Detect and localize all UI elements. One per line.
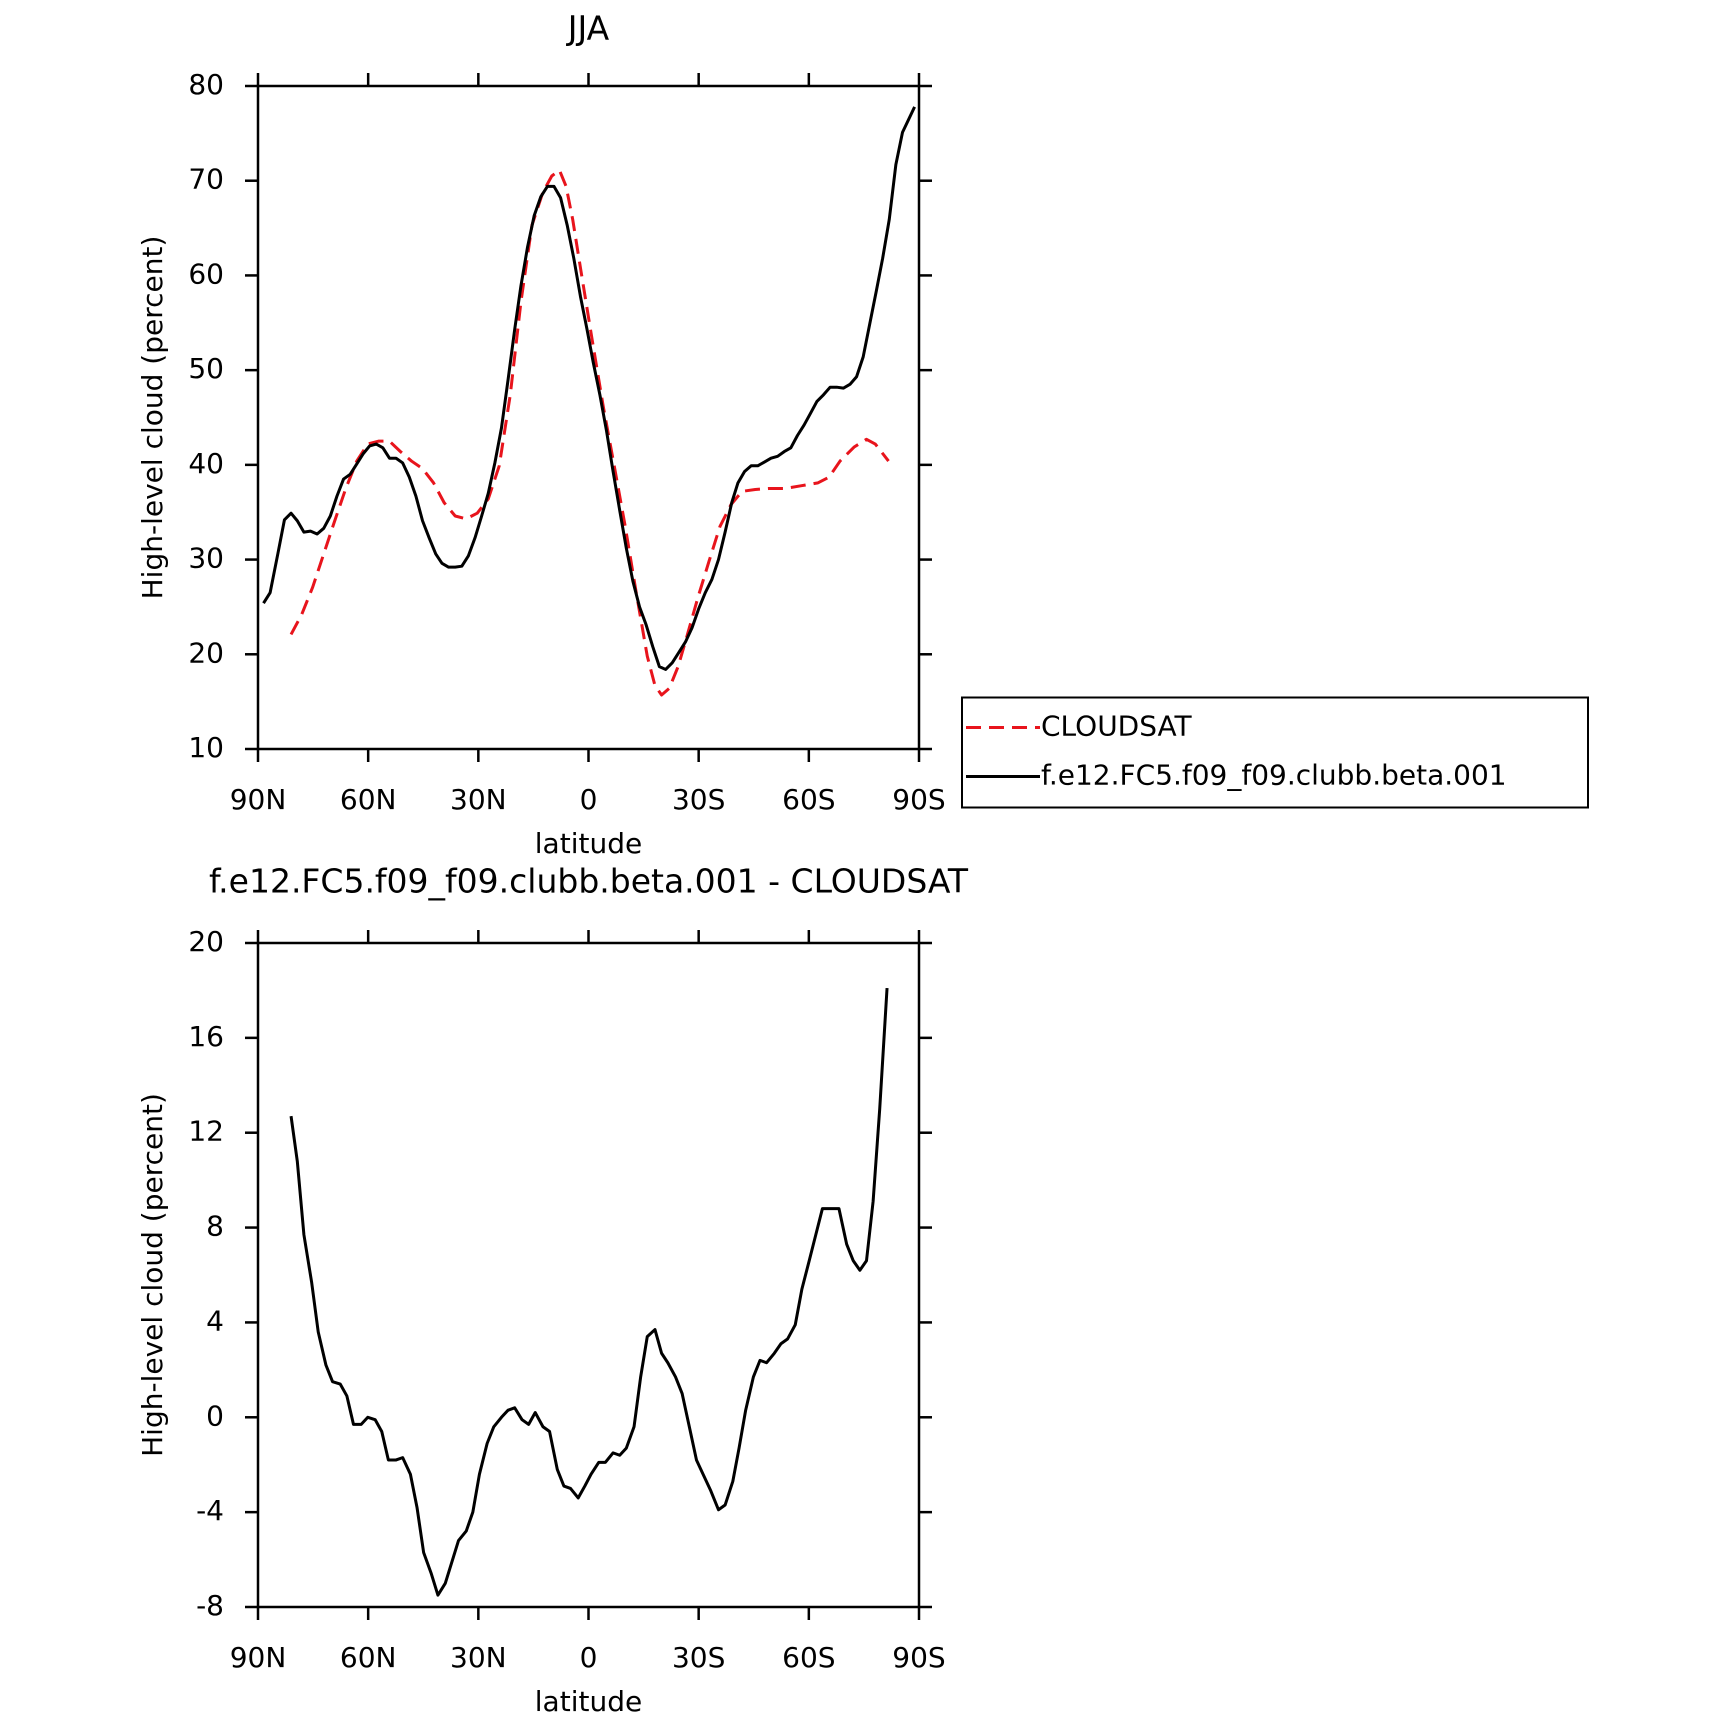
x-tick-label: 60S	[782, 1641, 835, 1674]
legend: CLOUDSAT f.e12.FC5.f09_f09.clubb.beta.001	[961, 696, 1589, 809]
y-tick-label: 60	[188, 257, 224, 290]
y-axis-label: High-level cloud (percent)	[136, 236, 169, 600]
x-tick-label: 30N	[450, 783, 507, 816]
x-tick-label: 60N	[340, 1641, 397, 1674]
y-tick-label: 12	[188, 1115, 224, 1148]
x-tick-label: 90N	[230, 1641, 287, 1674]
x-tick-label: 90N	[230, 783, 287, 816]
y-tick-label: 80	[188, 68, 224, 101]
x-tick-label: 30N	[450, 1641, 507, 1674]
y-tick-label: 40	[188, 447, 224, 480]
legend-label: f.e12.FC5.f09_f09.clubb.beta.001	[1041, 759, 1507, 792]
x-axis-label: latitude	[535, 827, 642, 860]
x-tick-label: 30S	[672, 783, 725, 816]
y-tick-label: 8	[206, 1210, 224, 1243]
plot-frame	[256, 941, 921, 1609]
y-tick-label: 16	[188, 1020, 224, 1053]
x-tick-label: 90S	[892, 1641, 945, 1674]
data-line	[289, 987, 889, 1597]
chart-title: JJA	[566, 9, 610, 48]
y-tick-label: -8	[196, 1589, 224, 1622]
y-tick-label: 30	[188, 542, 224, 575]
y-tick-label: 50	[188, 352, 224, 385]
x-tick-label: 30S	[672, 1641, 725, 1674]
x-tick-label: 0	[580, 1641, 598, 1674]
y-tick-label: 70	[188, 163, 224, 196]
y-tick-label: 0	[206, 1399, 224, 1432]
y-axis-label: High-level cloud (percent)	[136, 1093, 169, 1457]
x-axis-label: latitude	[535, 1685, 642, 1718]
y-tick-label: 20	[188, 636, 224, 669]
x-tick-label: 60N	[340, 783, 397, 816]
legend-box	[961, 696, 1589, 809]
x-tick-label: 60S	[782, 783, 835, 816]
x-tick-label: 90S	[892, 783, 945, 816]
chart-title: f.e12.FC5.f09_f09.clubb.beta.001 - CLOUD…	[209, 862, 969, 901]
data-line	[262, 106, 916, 671]
y-tick-label: -4	[196, 1494, 224, 1527]
y-tick-label: 20	[188, 925, 224, 958]
y-tick-label: 4	[206, 1304, 224, 1337]
legend-label: CLOUDSAT	[1041, 710, 1193, 743]
data-line	[289, 168, 890, 697]
x-tick-label: 0	[580, 783, 598, 816]
plot-frame	[256, 84, 921, 751]
y-tick-label: 10	[188, 731, 224, 764]
